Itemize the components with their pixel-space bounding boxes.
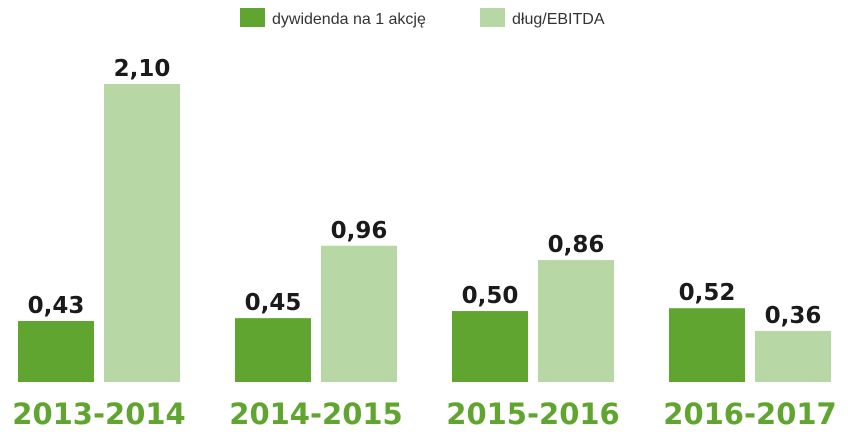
legend-label-0: dywidenda na 1 akcję [272, 11, 426, 28]
value-label-dividend-2014-2015: 0,45 [245, 290, 302, 316]
category-label-2015-2016: 2015-2016 [446, 397, 619, 431]
legend-label-1: dług/EBITDA [512, 11, 605, 28]
category-label-2014-2015: 2014-2015 [229, 397, 402, 431]
value-label-debt-ebitda-2015-2016: 0,86 [548, 232, 605, 258]
bar-debt-ebitda-2013-2014 [104, 84, 180, 382]
legend-swatch-1 [480, 8, 505, 27]
value-label-debt-ebitda-2016-2017: 0,36 [765, 303, 822, 329]
bar-debt-ebitda-2014-2015 [321, 245, 397, 382]
value-label-dividend-2016-2017: 0,52 [679, 280, 736, 306]
bars [18, 84, 831, 382]
bar-dividend-2016-2017 [669, 308, 745, 382]
bar-debt-ebitda-2016-2017 [755, 330, 831, 382]
legend: dywidenda na 1 akcję dług/EBITDA [240, 8, 605, 28]
value-label-dividend-2015-2016: 0,50 [462, 283, 519, 309]
value-labels: 0,43 2,10 0,45 0,96 0,50 0,86 0,52 0,36 [28, 56, 822, 329]
value-label-debt-ebitda-2013-2014: 2,10 [114, 56, 171, 82]
bar-dividend-2013-2014 [18, 320, 94, 382]
bar-dividend-2014-2015 [235, 318, 311, 382]
category-labels: 2013-2014 2014-2015 2015-2016 2016-2017 [12, 397, 836, 431]
legend-swatch-0 [240, 8, 265, 27]
category-label-2013-2014: 2013-2014 [12, 397, 185, 431]
value-label-dividend-2013-2014: 0,43 [28, 293, 85, 319]
category-label-2016-2017: 2016-2017 [663, 397, 836, 431]
bar-debt-ebitda-2015-2016 [538, 259, 614, 382]
bar-dividend-2015-2016 [452, 311, 528, 382]
value-label-debt-ebitda-2014-2015: 0,96 [331, 218, 388, 244]
